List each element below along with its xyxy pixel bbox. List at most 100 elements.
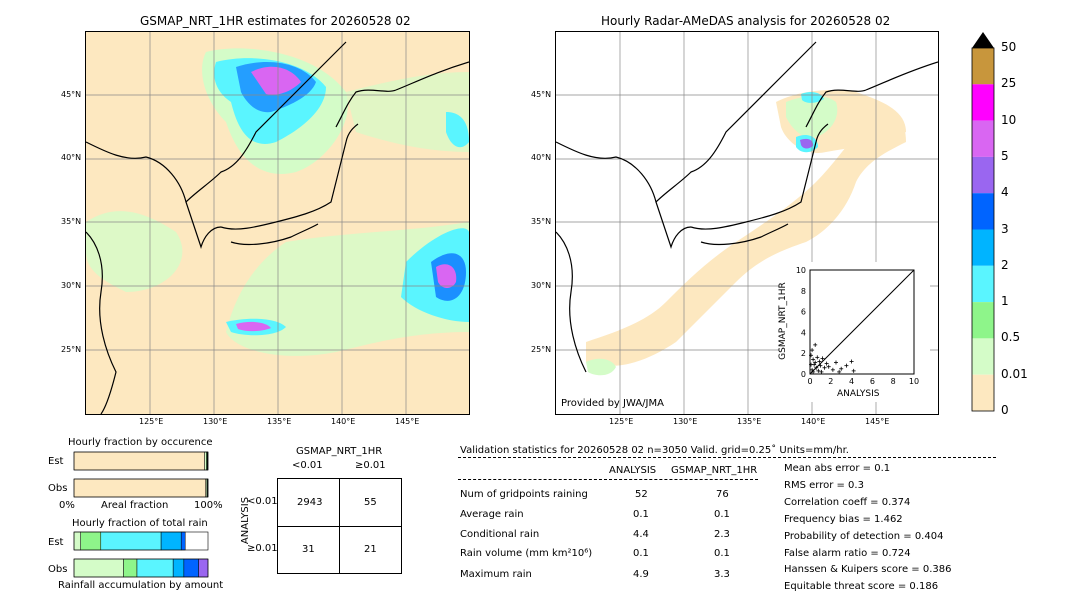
- scatter-point: [809, 353, 814, 358]
- left-lon-label-130: 130°E: [203, 417, 228, 426]
- scatter-ytick-label: 2: [801, 349, 806, 358]
- scatter-point: [844, 363, 849, 368]
- colorbar-swatch: [972, 374, 994, 411]
- stat-gsmap-2: 2.3: [714, 529, 730, 540]
- contingency-col-lt: <0.01: [292, 460, 323, 471]
- stat-gsmap-4: 3.3: [714, 569, 730, 580]
- left-lon-label-145: 145°E: [395, 417, 420, 426]
- scatter-point: [810, 348, 815, 353]
- colorbar-label: 2: [1001, 257, 1009, 272]
- scatter-xtick-label: 8: [891, 377, 896, 386]
- colorbar-label: 0.5: [1001, 330, 1021, 345]
- occ-obs-label: Obs: [48, 483, 68, 494]
- colorbar-swatch: [972, 156, 994, 194]
- scatter-xtick-label: 0: [807, 377, 812, 386]
- score-6: Hanssen & Kuipers score = 0.386: [784, 564, 952, 575]
- left-map-canvas: [86, 32, 469, 414]
- stack-segment-est: [80, 531, 102, 551]
- col-analysis: ANALYSIS: [609, 465, 657, 476]
- validation-col-rule: [458, 479, 758, 480]
- cell-false-alarm: 55: [364, 497, 377, 508]
- stack-segment-obs: [136, 558, 174, 578]
- scatter-point: [820, 356, 825, 361]
- colorbar-swatch: [972, 120, 994, 157]
- colorbar-label: 3: [1001, 221, 1009, 236]
- scatter-point: [811, 357, 816, 362]
- scatter-xlabel: ANALYSIS: [837, 389, 880, 399]
- colorbar-swatch: [972, 265, 994, 303]
- colorbar-label: 10: [1001, 112, 1017, 127]
- left-map-title: GSMAP_NRT_1HR estimates for 20260528 02: [140, 14, 411, 28]
- right-map-canvas: [556, 32, 938, 414]
- occ-left-tick: 0%: [59, 500, 75, 511]
- stack-segment-est: [73, 531, 81, 551]
- scatter-ytick-label: 10: [796, 266, 806, 275]
- stack-segment-obs: [172, 558, 185, 578]
- score-4: Probability of detection = 0.404: [784, 531, 944, 542]
- stat-label-0: Num of gridpoints raining: [460, 489, 588, 500]
- left-map: [85, 31, 470, 415]
- stat-label-3: Rain volume (mm km²10⁶): [460, 548, 593, 559]
- right-lon-label-125: 125°E: [609, 417, 634, 426]
- stack-segment-est: [100, 531, 162, 551]
- left-lon-label-140: 140°E: [331, 417, 356, 426]
- stat-gsmap-3: 0.1: [714, 548, 730, 559]
- scatter-point: [817, 359, 822, 364]
- cell-hit-neg: 2943: [297, 497, 323, 508]
- stat-analysis-0: 52: [635, 489, 648, 500]
- colorbar-label: 0: [1001, 403, 1009, 417]
- colorbar-swatch: [972, 193, 994, 230]
- stat-analysis-2: 4.4: [633, 529, 649, 540]
- colorbar-swatch: [972, 302, 994, 339]
- colorbar-label: 4: [1001, 185, 1009, 200]
- scatter-ytick-label: 0: [801, 370, 806, 379]
- stack-segment-est: [160, 531, 182, 551]
- scatter-point: [813, 360, 818, 365]
- total-rain-bars: [73, 531, 209, 578]
- right-lon-label-135: 135°E: [737, 417, 762, 426]
- left-lon-label-125: 125°E: [139, 417, 164, 426]
- colorbar-swatch: [972, 84, 994, 121]
- scatter-point: [815, 355, 820, 360]
- stack-segment-est: [180, 531, 186, 551]
- scatter-inset: 0 2 4 6 8 10 0 2 4 6 8 10 ANALYSIS GSMAP_NRT_1HR: [777, 262, 930, 402]
- scatter-point: [824, 361, 829, 366]
- occ-xlabel: Areal fraction: [101, 500, 169, 511]
- stat-gsmap-0: 76: [716, 489, 729, 500]
- scatter-point: [822, 365, 827, 370]
- score-1: RMS error = 0.3: [784, 480, 864, 491]
- stack-segment-obs: [198, 558, 209, 578]
- stat-analysis-4: 4.9: [633, 569, 649, 580]
- colorbar-swatch: [972, 48, 994, 85]
- right-lon-label-145: 145°E: [865, 417, 890, 426]
- score-7: Equitable threat score = 0.186: [784, 581, 939, 592]
- total-est-label: Est: [48, 537, 64, 548]
- scatter-plot: 0 2 4 6 8 10 0 2 4 6 8 10: [796, 266, 919, 386]
- left-lat-label-30: 30°N: [61, 281, 82, 290]
- occ-est-label: Est: [48, 456, 64, 467]
- stat-analysis-3: 0.1: [633, 548, 649, 559]
- colorbar-label: 50: [1001, 40, 1017, 54]
- right-map-title: Hourly Radar-AMeDAS analysis for 2026052…: [601, 14, 891, 28]
- scatter-point: [851, 368, 856, 373]
- validation-header: Validation statistics for 20260528 02 n=…: [460, 445, 849, 456]
- stack-segment-obs: [183, 558, 199, 578]
- stack-segment-obs: [123, 558, 138, 578]
- left-lat-label-40: 40°N: [61, 153, 82, 162]
- colorbar-label: 5: [1001, 148, 1009, 163]
- colorbar-label: 0.01: [1001, 366, 1028, 381]
- scatter-point: [809, 362, 814, 367]
- contingency-row-ge: ≥0.01: [247, 543, 278, 554]
- scatter-xtick-label: 10: [909, 377, 919, 386]
- occ-right-tick: 100%: [194, 500, 223, 511]
- total-title: Hourly fraction of total rain: [72, 518, 208, 529]
- colorbar-extend-arrow: [972, 32, 994, 48]
- scatter-ylabel: GSMAP_NRT_1HR: [777, 282, 788, 360]
- left-lat-label-35: 35°N: [61, 217, 82, 226]
- right-lat-label-45: 45°N: [531, 90, 552, 99]
- stat-analysis-1: 0.1: [633, 509, 649, 520]
- scatter-ytick-label: 8: [801, 287, 806, 296]
- cell-hit: 21: [364, 544, 377, 555]
- scatter-point: [837, 369, 842, 374]
- scatter-point: [839, 366, 844, 371]
